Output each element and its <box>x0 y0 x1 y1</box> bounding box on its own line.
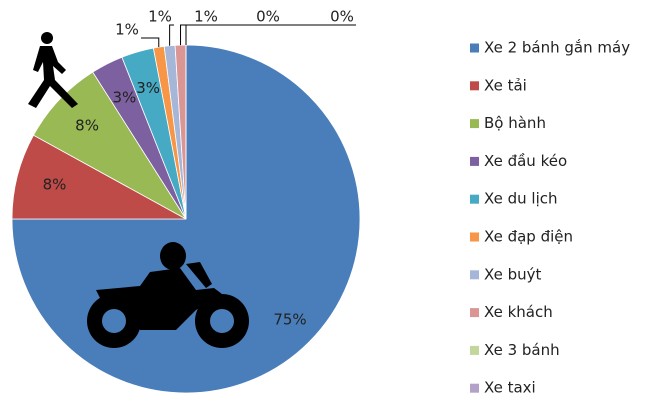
legend-label: Xe đầu kéo <box>484 152 567 170</box>
legend-swatch <box>470 81 479 91</box>
leader-line <box>141 37 160 48</box>
legend-swatch <box>470 270 479 280</box>
legend-swatch <box>470 383 479 393</box>
legend-label: Xe 2 bánh gắn máy <box>484 39 630 57</box>
legend-label: Xe tải <box>484 76 527 94</box>
data-label: 0% <box>256 8 280 26</box>
leader-line <box>185 24 356 45</box>
legend-label: Bộ hành <box>484 114 546 132</box>
data-label: 8% <box>75 117 99 135</box>
legend-label: Xe taxi <box>484 379 536 397</box>
motorcycle-icon <box>87 242 249 348</box>
leader-line <box>185 24 282 45</box>
icons <box>28 32 249 348</box>
data-label: 1% <box>115 21 139 39</box>
data-label: 3% <box>112 89 136 107</box>
data-label: 1% <box>148 8 172 26</box>
legend-label: Xe du lịch <box>484 190 557 208</box>
legend-swatch <box>470 345 479 355</box>
legend-swatch <box>470 156 479 166</box>
data-labels: 75% 8% 8% 3%3% 1% 1% 1% 0% 0% <box>43 8 356 329</box>
data-label: 1% <box>194 8 218 26</box>
data-label: 3% <box>136 79 160 97</box>
legend: Xe 2 bánh gắn máy Xe tải Bộ hành Xe đầu kéo… <box>470 39 630 397</box>
walker-icon <box>28 32 78 108</box>
legend-swatch <box>470 308 479 318</box>
legend-swatch <box>470 194 479 204</box>
legend-swatch <box>470 43 479 53</box>
legend-label: Xe đạp điện <box>484 228 573 246</box>
legend-label: Xe buýt <box>484 265 542 283</box>
data-label: 75% <box>273 311 306 329</box>
legend-swatch <box>470 119 479 129</box>
data-label: 0% <box>330 8 354 26</box>
leader-line <box>169 24 174 46</box>
legend-label: Xe khách <box>484 303 553 321</box>
legend-label: Xe 3 bánh <box>484 341 560 359</box>
legend-swatch <box>470 232 479 242</box>
data-label: 8% <box>43 176 67 194</box>
